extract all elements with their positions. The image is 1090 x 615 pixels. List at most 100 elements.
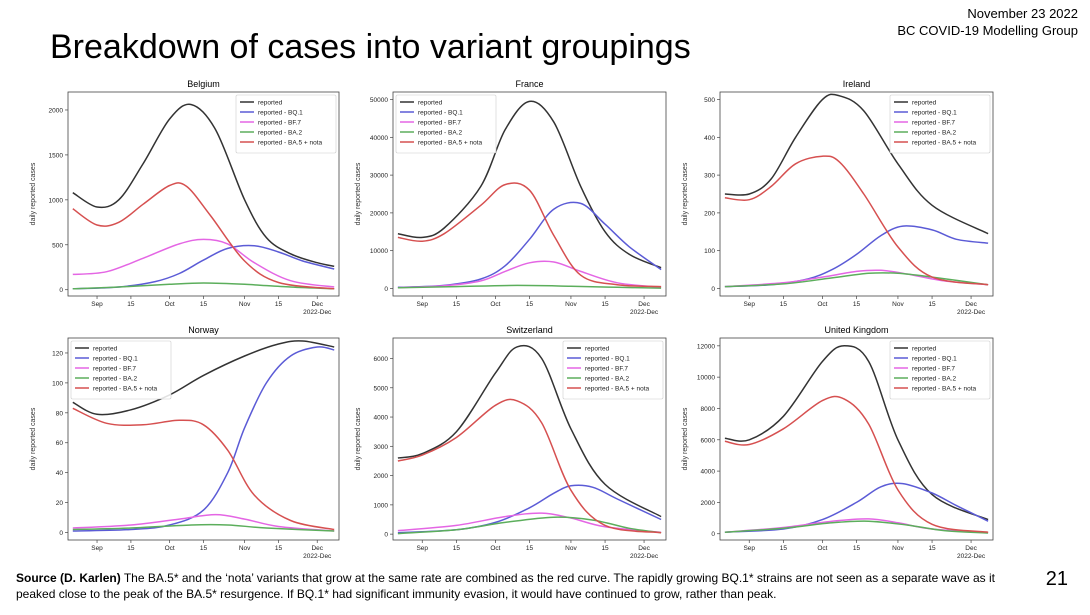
chart-title: France: [515, 79, 543, 89]
x-tick-label: Dec: [311, 301, 323, 308]
y-tick-label: 6000: [701, 437, 716, 444]
x-tick-label: Oct: [817, 301, 827, 308]
series-line-ba5: [724, 155, 989, 286]
y-tick-label: 80: [56, 410, 64, 417]
y-tick-label: 10000: [697, 375, 715, 382]
series-line-bf7: [397, 260, 662, 289]
legend-box: [70, 340, 172, 400]
y-tick-label: 30000: [370, 173, 388, 180]
legend-entry: reported: [258, 99, 283, 106]
series-line-reported: [397, 100, 662, 269]
legend-entry: reported: [93, 345, 118, 352]
y-tick-label: 0: [711, 531, 715, 538]
legend-entry: reported - BA.5 + nota: [93, 385, 158, 392]
x-tick-label: Dec: [311, 545, 323, 552]
series-line-reported: [397, 344, 662, 518]
series-line-bf7: [72, 513, 335, 532]
header-date: November 23 2022: [967, 6, 1078, 21]
legend-box: [235, 94, 337, 154]
y-axis-label: daily reported cases: [355, 162, 362, 225]
y-axis-label: daily reported cases: [355, 407, 362, 470]
series-line-ba5: [72, 407, 335, 531]
legend-entry: reported - BA.2: [912, 375, 956, 382]
x-tick-label: 15: [526, 301, 534, 308]
x-tick-label: 15: [200, 301, 208, 308]
y-tick-label: 3000: [374, 444, 389, 451]
y-tick-label: 10000: [370, 248, 388, 255]
x-tick-label: 15: [127, 301, 135, 308]
legend-entry: reported - BA.5 + nota: [418, 139, 483, 146]
x-tick-label: Oct: [490, 545, 500, 552]
series-line-bq1: [72, 346, 335, 532]
y-tick-label: 2000: [374, 473, 389, 480]
chart-united-kingdom: United Kingdom daily reported cases 0 2000 4…: [682, 325, 994, 560]
legend-entry: reported: [418, 99, 443, 106]
y-tick-label: 6000: [374, 356, 389, 363]
legend-entry: reported - BA.5 + nota: [258, 139, 323, 146]
chart-title: Ireland: [843, 79, 871, 89]
x-tick-label: Sep: [416, 301, 428, 308]
legend-entry: reported: [912, 99, 937, 106]
x-tick-label: 15: [601, 545, 609, 552]
x-tick-label: Oct: [817, 545, 827, 552]
y-tick-label: 5000: [374, 385, 389, 392]
x-tick-label: Dec: [965, 545, 977, 552]
chart-belgium: Belgium daily reported cases 0 500 1000 1500 2…: [30, 79, 340, 316]
x-tick-label: Oct: [490, 301, 500, 308]
y-tick-label: 1000: [49, 197, 64, 204]
legend-entry: reported - BQ.1: [93, 355, 138, 362]
series-line-reported: [724, 93, 989, 235]
y-tick-label: 120: [52, 350, 63, 357]
legend-entry: reported - BQ.1: [912, 355, 957, 362]
legend-entry: reported - BF.7: [418, 119, 461, 126]
x-tick-label: Sep: [91, 301, 103, 308]
series-line-ba2: [72, 523, 335, 532]
x-tick-label: Sep: [416, 545, 428, 552]
chart-switzerland: Switzerland daily reported cases 0 1000 2000…: [355, 325, 667, 560]
legend: reported reported - BQ.1 reported - BF.7 re…: [395, 94, 497, 154]
legend-entry: reported: [912, 345, 937, 352]
x-tick-label: Nov: [892, 301, 904, 308]
legend-box: [889, 340, 991, 400]
y-tick-label: 12000: [697, 343, 715, 350]
chart-title: United Kingdom: [824, 325, 888, 335]
legend: reported reported - BQ.1 reported - BF.7 re…: [235, 94, 337, 154]
legend-entry: reported - BA.2: [418, 129, 462, 136]
y-tick-label: 100: [52, 380, 63, 387]
header-group: BC COVID-19 Modelling Group: [897, 23, 1078, 38]
plot-frame: [392, 91, 667, 297]
legend-entry: reported - BQ.1: [258, 109, 303, 116]
legend-entry: reported - BA.5 + nota: [912, 385, 977, 392]
y-axis-label: daily reported cases: [682, 407, 689, 470]
x-tick-label: 15: [853, 545, 861, 552]
legend-entry: reported - BA.2: [912, 129, 956, 136]
legend-entry: reported - BA.2: [93, 375, 137, 382]
y-tick-label: 20: [56, 500, 64, 507]
x-tick-label: 15: [853, 301, 861, 308]
x-tick-label: Nov: [565, 301, 577, 308]
x-tick-sublabel: 2022-Dec: [630, 553, 659, 560]
chart-norway: Norway daily reported cases 0 20 40 60 80 100 12…: [30, 325, 340, 560]
legend-entry: reported - BF.7: [258, 119, 301, 126]
source-label: Source (D. Karlen): [16, 571, 121, 585]
y-tick-label: 500: [704, 97, 715, 104]
y-tick-label: 0: [384, 286, 388, 293]
y-tick-label: 0: [59, 287, 63, 294]
series-line-ba5: [397, 182, 662, 288]
x-tick-label: 15: [601, 301, 609, 308]
x-tick-label: 15: [275, 545, 283, 552]
series-line-ba2: [724, 520, 989, 534]
x-tick-sublabel: 2022-Dec: [303, 553, 332, 560]
y-tick-label: 0: [384, 532, 388, 539]
x-tick-label: 15: [453, 301, 461, 308]
legend-entry: reported - BA.2: [258, 129, 302, 136]
series-line-reported: [724, 345, 989, 521]
series-line-ba5: [72, 182, 335, 290]
legend-entry: reported - BF.7: [585, 365, 628, 372]
legend-entry: reported - BA.2: [585, 375, 629, 382]
y-tick-label: 100: [704, 248, 715, 255]
legend-entry: reported - BQ.1: [585, 355, 630, 362]
chart-title: Norway: [188, 325, 219, 335]
legend-entry: reported - BA.5 + nota: [585, 385, 650, 392]
